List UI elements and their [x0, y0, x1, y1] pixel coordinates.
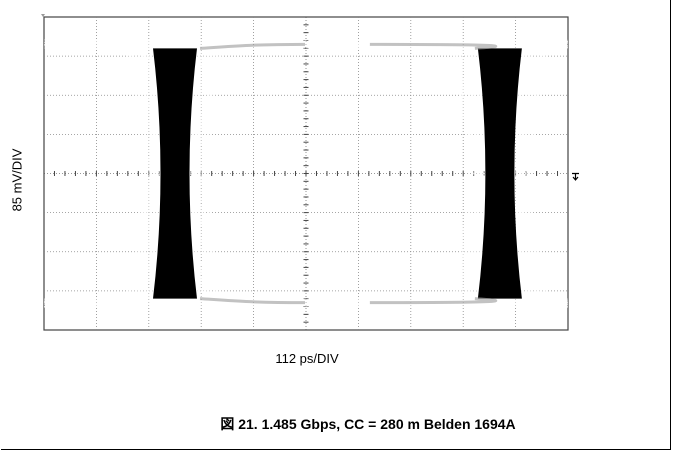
figure-caption: 図 21. 1.485 Gbps, CC = 280 m Belden 1694…: [220, 416, 516, 432]
trace-low-core: [44, 301, 568, 305]
trace-high-core: [44, 42, 568, 46]
transition-rise-upper: [199, 42, 306, 50]
transition-fall-lower: [369, 297, 498, 305]
eye-crossing-right-core: [477, 48, 522, 299]
x-axis-label: 112 ps/DIV: [275, 351, 339, 366]
y-axis-label: 85 mV/DIV: [9, 148, 25, 212]
transition-fall-upper: [369, 42, 498, 50]
transition-rise-lower: [199, 297, 306, 305]
ground-marker: [41, 14, 45, 17]
eye-crossing-left-core: [153, 48, 197, 299]
trigger-level-marker: [572, 172, 579, 181]
